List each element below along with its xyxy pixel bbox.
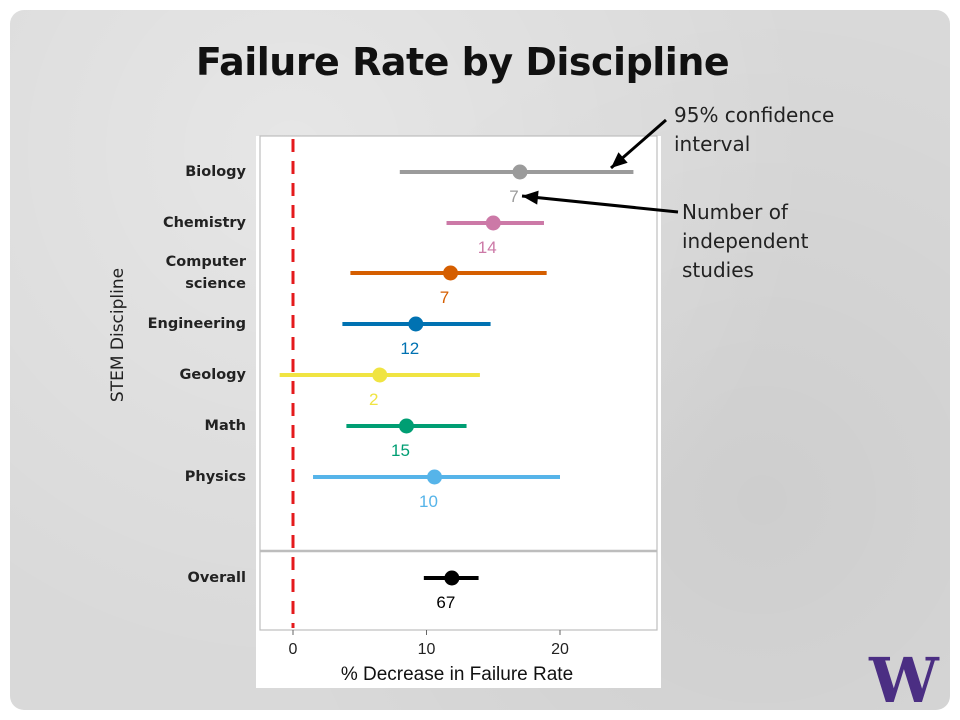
category-label: Overall (188, 567, 247, 589)
category-label-line: Biology (185, 164, 246, 180)
mean-point (512, 164, 528, 180)
x-tick-label: 0 (289, 641, 298, 658)
study-count-label: 7 (509, 187, 518, 206)
university-logo: W (868, 652, 940, 706)
category-label-line: Geology (179, 367, 246, 383)
n-studies-annotation-arrow (521, 194, 679, 214)
ci-annotation-arrow-head (611, 152, 628, 168)
x-tick-label: 10 (418, 641, 436, 658)
n-studies-annotation-line-3: studies (682, 258, 754, 282)
study-count-label: 14 (478, 238, 497, 257)
category-label-line: Computer (165, 254, 246, 270)
category-label: Biology (185, 161, 246, 183)
mean-point (408, 316, 424, 332)
x-axis-label: % Decrease in Failure Rate (341, 664, 573, 685)
category-label-line: Physics (184, 469, 246, 485)
n-studies-annotation-line-2: independent (682, 229, 809, 253)
category-label: Chemistry (163, 212, 246, 234)
category-label-line: Overall (187, 570, 247, 586)
category-label-line: Chemistry (162, 215, 246, 231)
n-studies-annotation-line-1: Number of (682, 200, 788, 224)
study-count-label: 10 (419, 492, 438, 511)
mean-point (427, 469, 443, 485)
n-studies-annotation-arrow-head (522, 190, 539, 205)
mean-point (443, 265, 459, 281)
x-tick-label: 20 (551, 641, 569, 658)
category-label-line: science (185, 276, 246, 292)
university-logo-letter: W (868, 652, 940, 706)
category-label: Computer science (166, 251, 246, 295)
category-label-line: Math (204, 418, 246, 434)
plot-panel (256, 136, 661, 688)
study-count-label: 2 (369, 390, 378, 409)
n-studies-annotation: Number of independent studies (682, 198, 808, 285)
study-count-label: 15 (391, 441, 410, 460)
category-label: Engineering (148, 313, 246, 335)
category-label-line: Engineering (147, 316, 246, 332)
ci-annotation-line-1: 95% confidence (674, 103, 835, 127)
study-count-label: 7 (440, 288, 449, 307)
plot-border (259, 135, 658, 631)
mean-point (444, 570, 460, 586)
category-label: Math (205, 415, 246, 437)
ci-annotation-line-2: interval (674, 132, 751, 156)
category-label: Geology (180, 364, 246, 386)
mean-point (372, 367, 388, 383)
ci-annotation: 95% confidence interval (674, 101, 834, 159)
slide-title: Failure Rate by Discipline (195, 40, 730, 84)
study-count-label: 12 (400, 339, 419, 358)
mean-point (398, 418, 414, 434)
category-label: Physics (185, 466, 246, 488)
study-count-label: 67 (436, 593, 455, 612)
mean-point (485, 215, 501, 231)
